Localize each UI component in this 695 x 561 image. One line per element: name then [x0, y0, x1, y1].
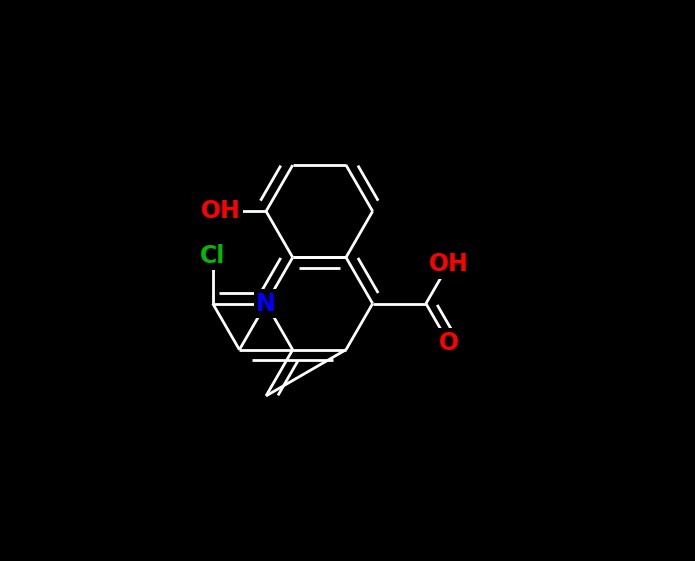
Text: N: N: [256, 292, 276, 316]
Text: OH: OH: [429, 252, 468, 277]
Text: Cl: Cl: [200, 243, 225, 268]
Text: O: O: [439, 331, 459, 355]
Text: OH: OH: [201, 199, 240, 223]
